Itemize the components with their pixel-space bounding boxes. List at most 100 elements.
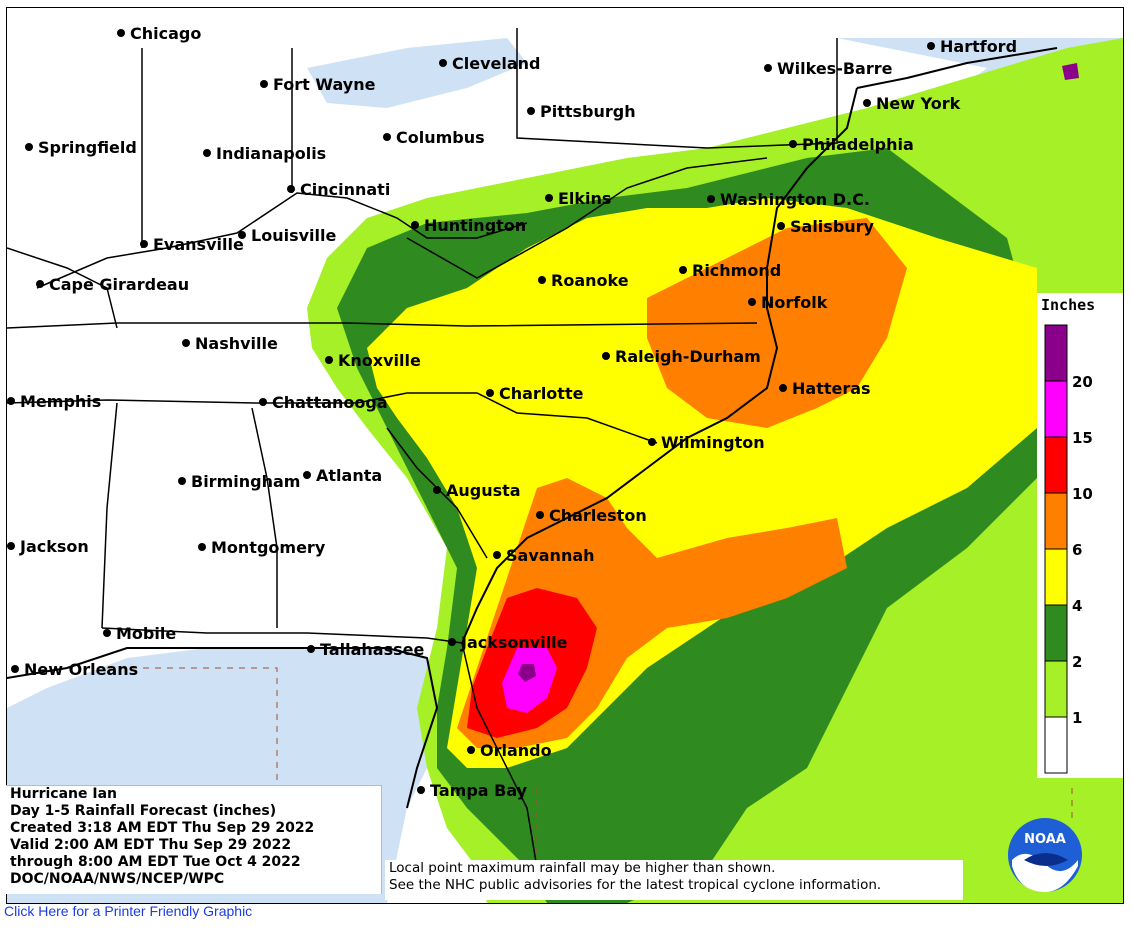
city-dot-icon <box>538 276 546 284</box>
city-label: Norfolk <box>761 293 828 312</box>
city-marker: Chicago <box>117 24 201 43</box>
legend: Inches 1 2 4 6 10 15 20 <box>1037 293 1123 778</box>
city-marker: Elkins <box>545 189 611 208</box>
legend-tick-label: 1 <box>1072 709 1082 727</box>
city-label: Chattanooga <box>272 393 388 412</box>
city-label: Fort Wayne <box>273 75 376 94</box>
city-dot-icon <box>433 486 441 494</box>
legend-swatch <box>1044 716 1068 774</box>
rain-band-upper-right-magenta <box>1062 63 1079 80</box>
city-marker: Atlanta <box>303 466 382 485</box>
city-label: Cincinnati <box>300 180 390 199</box>
state-boundaries <box>7 28 838 869</box>
atlantic-coastline <box>461 87 858 644</box>
city-marker: Cincinnati <box>287 180 390 199</box>
city-marker: Wilmington <box>648 433 765 452</box>
city-label: Richmond <box>692 261 781 280</box>
city-dot-icon <box>764 64 772 72</box>
city-label: Indianapolis <box>216 144 326 163</box>
city-marker: Norfolk <box>748 293 828 312</box>
rainfall-map: Chicago Fort Wayne Cleveland Wilkes-Barre Ha… <box>6 7 1124 904</box>
city-label: Philadelphia <box>802 135 914 154</box>
city-dot-icon <box>779 384 787 392</box>
city-dot-icon <box>439 59 447 67</box>
city-label: Huntington <box>424 216 526 235</box>
city-label: Pittsburgh <box>540 102 636 121</box>
city-dot-icon <box>417 786 425 794</box>
legend-swatch <box>1044 324 1068 382</box>
city-marker: New Orleans <box>11 660 138 679</box>
city-label: Orlando <box>480 741 552 760</box>
legend-tick-label: 10 <box>1072 485 1093 503</box>
city-dot-icon <box>467 746 475 754</box>
city-marker: Huntington <box>411 216 526 235</box>
city-label: Montgomery <box>211 538 326 557</box>
legend-ticks: 1 2 4 6 10 15 20 <box>1072 373 1093 727</box>
city-dot-icon <box>545 194 553 202</box>
city-label: Columbus <box>396 128 485 147</box>
city-dot-icon <box>527 107 535 115</box>
city-label: Augusta <box>446 481 521 500</box>
rain-band-6in <box>647 218 907 428</box>
city-dot-icon <box>140 240 148 248</box>
city-dot-icon <box>103 629 111 637</box>
city-dot-icon <box>25 143 33 151</box>
city-label: New York <box>876 94 961 113</box>
city-marker: Montgomery <box>198 538 326 557</box>
city-dot-icon <box>36 280 44 288</box>
info-valid-start: Valid 2:00 AM EDT Thu Sep 29 2022 <box>10 837 292 853</box>
city-dot-icon <box>259 398 267 406</box>
rain-band-15in <box>502 648 557 713</box>
coastlines <box>7 47 1058 809</box>
city-label: Savannah <box>506 546 595 565</box>
boundary-penn <box>516 28 838 149</box>
gulf-coastline <box>7 647 439 809</box>
city-label: Salisbury <box>790 217 875 236</box>
offshore-boundaries <box>107 667 1073 868</box>
city-label: Cape Girardeau <box>49 275 189 294</box>
legend-swatch <box>1044 604 1068 662</box>
city-marker: Evansville <box>140 235 244 254</box>
city-label: Charlotte <box>499 384 584 403</box>
city-dot-icon <box>411 221 419 229</box>
noaa-logo-text: NOAA <box>1024 832 1066 847</box>
city-layer: Chicago Fort Wayne Cleveland Wilkes-Barre Ha… <box>7 24 1017 800</box>
city-dot-icon <box>198 543 206 551</box>
city-label: Wilkes-Barre <box>777 59 893 78</box>
city-label: Roanoke <box>551 271 629 290</box>
city-marker: Augusta <box>433 481 521 500</box>
city-marker: Columbus <box>383 128 485 147</box>
city-dot-icon <box>325 356 333 364</box>
forecast-info-box: Hurricane Ian Day 1-5 Rainfall Forecast … <box>6 785 382 894</box>
city-label: Washington D.C. <box>720 190 870 209</box>
city-dot-icon <box>307 645 315 653</box>
city-marker: Tallahassee <box>307 640 425 659</box>
printer-friendly-link[interactable]: Click Here for a Printer Friendly Graphi… <box>4 903 253 919</box>
city-marker: Cleveland <box>439 54 540 73</box>
city-dot-icon <box>303 471 311 479</box>
city-label: Elkins <box>558 189 611 208</box>
legend-tick-label: 4 <box>1072 597 1082 615</box>
city-dot-icon <box>238 231 246 239</box>
city-label: Evansville <box>153 235 244 254</box>
city-label: Jackson <box>19 537 89 556</box>
city-dot-icon <box>748 298 756 306</box>
city-dot-icon <box>789 140 797 148</box>
boundary-florida <box>461 642 538 869</box>
city-dot-icon <box>117 29 125 37</box>
city-marker: Charleston <box>536 506 647 525</box>
city-marker: Philadelphia <box>789 135 914 154</box>
city-label: Birmingham <box>191 472 300 491</box>
noaa-logo-icon: NOAA <box>1006 816 1084 894</box>
legend-tick-label: 20 <box>1072 373 1093 391</box>
city-dot-icon <box>648 438 656 446</box>
boundary-tn-south <box>7 392 408 404</box>
city-dot-icon <box>11 665 19 673</box>
city-dot-icon <box>602 352 610 360</box>
city-marker: Washington D.C. <box>707 190 870 209</box>
city-label: Memphis <box>20 392 101 411</box>
city-marker: Salisbury <box>777 217 875 236</box>
city-dot-icon <box>260 80 268 88</box>
rain-band-20in <box>518 664 536 682</box>
city-marker: Savannah <box>493 546 595 565</box>
